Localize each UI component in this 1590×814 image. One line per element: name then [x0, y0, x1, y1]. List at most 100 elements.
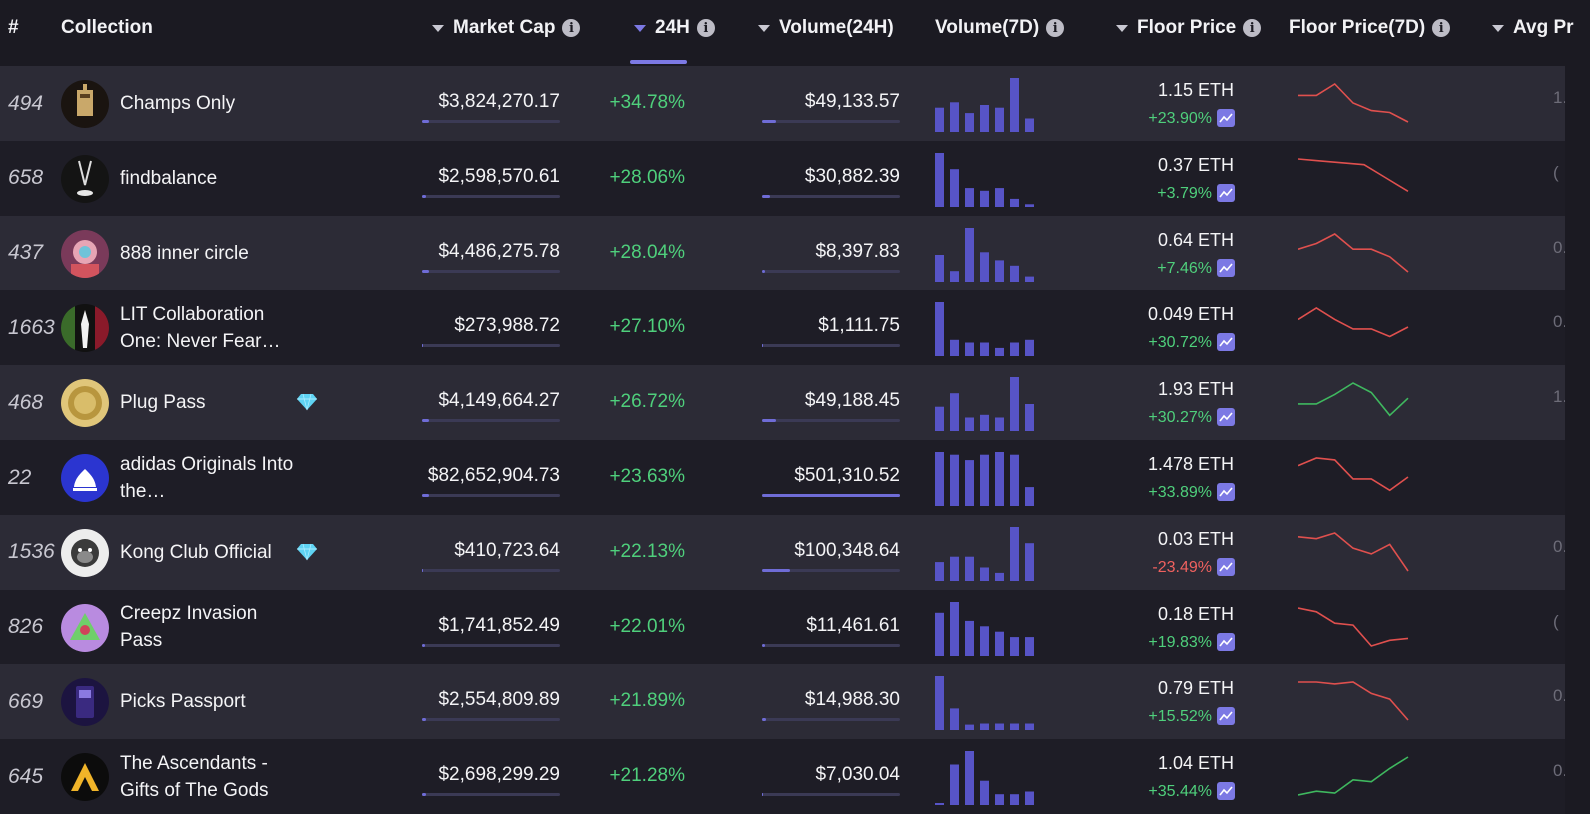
collection-avatar[interactable] [61, 678, 109, 727]
collection-avatar[interactable] [61, 603, 109, 652]
table-row[interactable]: 669 Picks Passport $2,554,809.89 +21.89% $14… [0, 664, 1590, 740]
collection-avatar[interactable] [61, 80, 109, 128]
info-icon[interactable]: i [562, 19, 581, 37]
collection-name[interactable]: adidas Originals Into the… [120, 453, 294, 502]
market-cap-value: $273,988.72 [454, 315, 560, 337]
volume-7d-sparkbars [935, 601, 1034, 656]
volume-7d-bar [1010, 723, 1019, 731]
collection-name[interactable]: Picks Passport [120, 691, 246, 713]
chart-icon[interactable] [1217, 258, 1235, 277]
collection-name[interactable]: Kong Club Official [120, 541, 272, 563]
volume-7d-bar [1025, 636, 1034, 656]
change-24h-header[interactable]: 24H i [634, 0, 715, 56]
table-row[interactable]: 645 The Ascendants - Gifts of The Gods $2,… [0, 739, 1590, 814]
chart-icon[interactable] [1217, 109, 1235, 127]
volume-bar [762, 269, 900, 273]
avg-price-value: 0. [1553, 536, 1568, 556]
rank-number: 669 [8, 689, 44, 713]
table-row[interactable]: 437 888 inner circle $4,486,275.78 +28.04% $… [0, 215, 1590, 291]
sort-caret-icon [432, 24, 444, 32]
collection-name[interactable]: The Ascendants - Gifts of The Gods [120, 752, 269, 801]
volume-bar-fill [762, 568, 790, 572]
volume-7d-bar [1025, 404, 1034, 432]
chart-icon[interactable] [1217, 333, 1235, 352]
collection-name[interactable]: 888 inner circle [120, 242, 249, 264]
volume-7d-bar [995, 631, 1004, 656]
rank-number: 826 [8, 615, 44, 639]
chart-icon[interactable] [1217, 782, 1235, 801]
collection-name[interactable]: Creepz Invasion Pass [120, 603, 258, 652]
rank-number: 645 [8, 764, 44, 788]
volume-24h-value: $7,030.04 [815, 764, 900, 786]
volume-bar-fill [762, 718, 767, 722]
table-row[interactable]: 468 Plug Pass $4,149,664.27 +26.72% $49,188.… [0, 365, 1590, 441]
change-24h-value: +28.06% [609, 166, 685, 188]
floor-price-7d-sparkline [1298, 457, 1409, 492]
volume-24h-value: $8,397.83 [815, 240, 900, 262]
floor-price-value: 0.64 ETH [1157, 229, 1234, 250]
volume-24h-header[interactable]: Volume(24H) [758, 0, 894, 56]
collection-avatar[interactable] [61, 154, 109, 203]
change-24h-value: +21.89% [609, 690, 685, 712]
chart-icon[interactable] [1217, 483, 1235, 501]
collection-avatar[interactable] [61, 379, 109, 428]
table-row[interactable]: 22 adidas Originals Into the… $82,652,904.… [0, 440, 1590, 515]
market-cap-value: $410,723.64 [454, 539, 560, 561]
chart-icon[interactable] [1217, 632, 1235, 651]
floor-price-7d-line [1298, 382, 1409, 417]
floor-price-value: 1.04 ETH [1157, 753, 1234, 774]
chart-icon[interactable] [1217, 707, 1235, 726]
avg-price-header[interactable]: Avg Pr [1492, 0, 1574, 56]
market-cap-value: $82,652,904.73 [427, 465, 560, 486]
collection-avatar[interactable] [61, 528, 109, 577]
table-row[interactable]: 494 Champs Only $3,824,270.17 +34.78% $49,13… [0, 66, 1590, 141]
market-cap-header[interactable]: Market Cap i [432, 0, 581, 56]
market-cap-value: $4,149,664.27 [438, 390, 560, 412]
volume-7d-bar [980, 567, 989, 581]
rank-number: 494 [8, 91, 44, 115]
table-header: # Collection Market Cap i 24H i Volume(2… [0, 0, 1590, 66]
volume-7d-bar [980, 780, 989, 806]
floor-price-header[interactable]: Floor Price i [1116, 0, 1262, 56]
volume-24h-value: $1,111.75 [818, 315, 900, 337]
volume-7d-bar [995, 107, 1004, 132]
table-row[interactable]: 1536 Kong Club Official $410,723.64 +22.13%… [0, 514, 1590, 590]
chart-icon[interactable] [1217, 408, 1235, 427]
collection-name[interactable]: Champs Only [120, 93, 236, 114]
floor-price-7d-line [1298, 157, 1409, 192]
collection-name[interactable]: LIT Collaboration One: Never Fear… [120, 303, 281, 352]
collection-header[interactable]: Collection [61, 0, 153, 56]
volume-bar-fill [762, 120, 776, 123]
collection-avatar[interactable] [61, 229, 109, 278]
volume-7d-bar [950, 708, 959, 731]
volume-7d-bar [995, 417, 1004, 432]
market-cap-bar [422, 419, 560, 423]
volume-7d-sparkbars [935, 751, 1034, 806]
info-icon[interactable]: i [696, 19, 715, 37]
volume-7d-bar [995, 187, 1004, 207]
info-icon[interactable]: i [1243, 19, 1262, 37]
collection-name[interactable]: Plug Pass [120, 392, 206, 414]
volume-7d-bar [995, 259, 1004, 282]
collection-name[interactable]: findbalance [120, 167, 218, 189]
avg-price-value: 1. [1553, 88, 1568, 107]
volume-24h-value: $501,310.52 [794, 465, 900, 486]
chart-icon[interactable] [1217, 183, 1235, 202]
chart-icon[interactable] [1217, 557, 1235, 576]
market-cap-bar-fill [422, 568, 424, 572]
collection-avatar[interactable] [61, 304, 109, 353]
avg-price-value: 0. [1553, 761, 1568, 781]
volume-7d-bar [980, 105, 989, 132]
volume-bar-fill [762, 793, 764, 797]
info-icon[interactable]: i [1046, 19, 1065, 37]
info-icon[interactable]: i [1432, 19, 1451, 37]
table-row[interactable]: 658 findbalance $2,598,570.61 +28.06% $30,88… [0, 140, 1590, 216]
collection-avatar[interactable] [61, 753, 109, 802]
sort-caret-icon [634, 24, 646, 32]
volume-24h-value: $49,133.57 [804, 91, 900, 112]
table-row[interactable]: 1663 LIT Collaboration One: Never Fear… $2… [0, 290, 1590, 366]
rank-number: 1663 [8, 315, 55, 339]
market-cap-bar [422, 269, 560, 273]
table-row[interactable]: 826 Creepz Invasion Pass $1,741,852.49 +22.… [0, 589, 1590, 665]
collection-avatar[interactable] [61, 454, 109, 502]
